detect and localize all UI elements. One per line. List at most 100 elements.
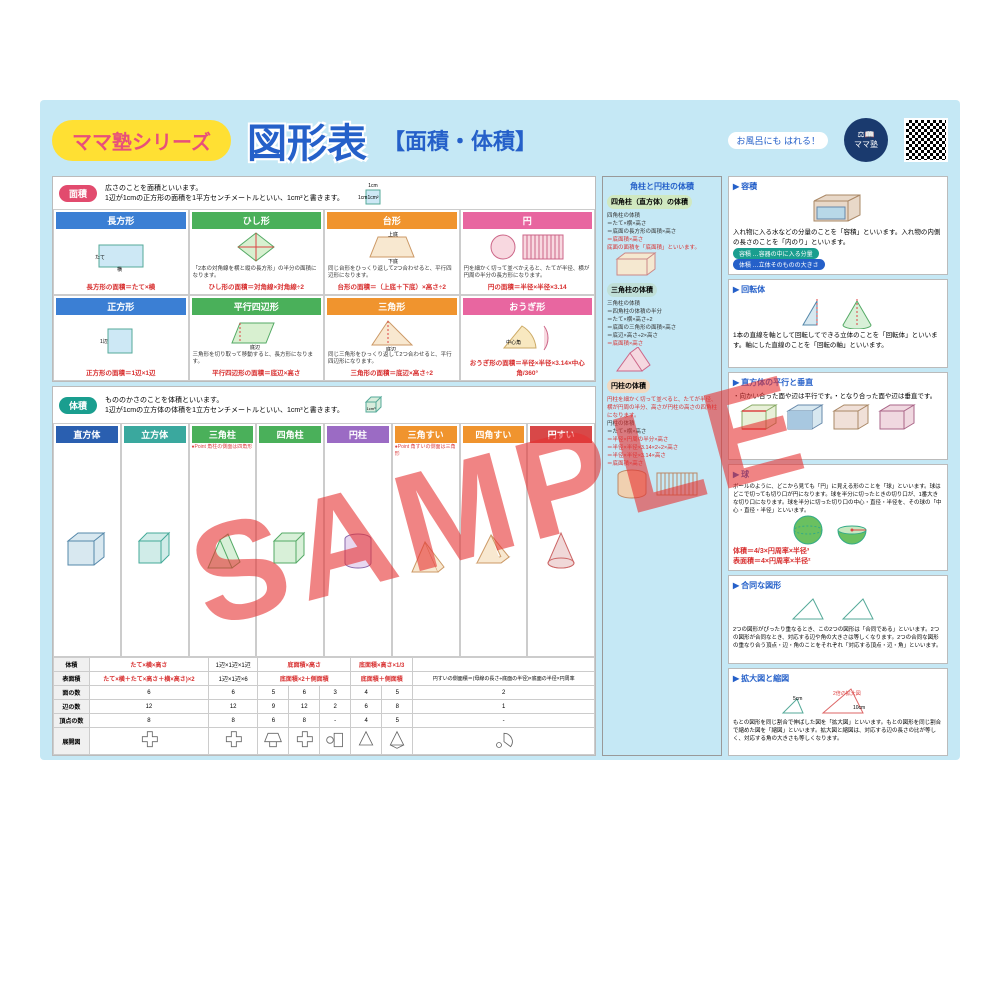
poster: ママ塾シリーズ 図形表 【面積・体積】 お風呂にも はれる！ ⚖📖ママ塾 面積 … (40, 100, 960, 760)
kakudai-text: もとの図形を同じ割合で伸ばした図を「拡大図」といいます。もとの図形を同じ割合で縮… (733, 718, 943, 742)
kaiten-h: 回転体 (733, 284, 943, 295)
solid-figure (463, 443, 525, 654)
rotation-icon (793, 297, 883, 329)
prism-h: 四角柱（直方体）の体積 (607, 195, 692, 209)
main-column: 面積 広さのことを面積といいます。 1辺が1cmの正方形の面積を1平方センチメー… (52, 176, 596, 756)
solid-figure (56, 443, 118, 654)
net-icon (356, 730, 376, 750)
shape-figure (463, 229, 593, 265)
shape-formula: 正方形の面積＝1辺×1辺 (56, 366, 186, 378)
shape-name: おうぎ形 (463, 298, 593, 315)
solid-figure (395, 457, 457, 654)
header: ママ塾シリーズ 図形表 【面積・体積】 お風呂にも はれる！ ⚖📖ママ塾 (52, 112, 948, 168)
body: 面積 広さのことを面積といいます。 1辺が1cmの正方形の面積を1平方センチメー… (52, 176, 948, 756)
svg-text:1辺: 1辺 (100, 338, 108, 345)
volume-section: 体積 もののかさのことを体積といいます。 1辺が1cmの立方体の体積を1立方セン… (52, 386, 596, 756)
cyl-text: 円柱を細かく切って並べると、たてが半径、横が円周の半分、高さが円柱の高さの四角柱… (607, 395, 717, 467)
area-cell: 正方形 1辺 正方形の面積＝1辺×1辺 (53, 295, 189, 381)
yoseki-b2: 体積 …立体そのものの大きさ (733, 259, 825, 270)
net-icon (325, 730, 345, 750)
area-cell: 平行四辺形 底辺 三角形を切り取って移動すると、長方形になります。 平行四辺形の… (189, 295, 325, 381)
svg-text:下底: 下底 (388, 258, 398, 265)
area-cell: 三角形 底辺 同じ三角形をひっくり返して2つ合わせると、平行四辺形になります。 … (324, 295, 460, 381)
heiko-h: 直方体の平行と垂直 (733, 377, 943, 388)
volume-cell: 円柱 (324, 423, 392, 657)
heiko-section: 直方体の平行と垂直 ・向かい合った面や辺は平行です。・となり合った面や辺は垂直で… (728, 372, 948, 461)
svg-text:10cm: 10cm (853, 705, 865, 711)
solid-name: 三角柱 (192, 426, 254, 443)
volume-cell: 円すい (527, 423, 595, 657)
net-icon (387, 730, 407, 750)
bath-badge: お風呂にも はれる！ (728, 132, 828, 149)
area-grid: 長方形 たて横 長方形の面積＝たて×横ひし形 「2本の対角線を横と縦の長方形」の… (53, 209, 595, 381)
kaiten-text: 1本の直線を軸として回転してできる立体のことを「回転体」といいます。軸にした直線… (733, 329, 943, 349)
net-icon (294, 730, 314, 750)
solid-name: 四角柱 (259, 426, 321, 443)
heiko-text: ・向かい合った面や辺は平行です。・となり合った面や辺は垂直です。 (733, 390, 943, 400)
solid-name: 四角すい (463, 426, 525, 443)
solid-figure (327, 443, 389, 654)
svg-text:たて: たて (95, 255, 105, 261)
area-intro: 面積 広さのことを面積といいます。 1辺が1cmの正方形の面積を1平方センチメー… (53, 177, 595, 209)
tri-h: 三角柱の体積 (607, 283, 657, 297)
shape-name: ひし形 (192, 212, 322, 229)
godo-h: 合同な図形 (733, 580, 943, 591)
shape-desc: 同じ三角形をひっくり返して2つ合わせると、平行四辺形になります。 (327, 351, 457, 366)
shape-desc: 同じ台形をひっくり返して2つ合わせると、平行四辺形になります。 (327, 265, 457, 280)
kyu-h: 球 (733, 469, 943, 480)
shape-formula: 台形の面積＝（上底＋下底）×高さ÷2 (327, 280, 457, 292)
net-icon (494, 730, 514, 750)
side-column: 容積 入れ物に入る水などの分量のことを「容積」といいます。入れ物の内側の長さのこ… (728, 176, 948, 756)
shape-figure: 1辺 (56, 315, 186, 366)
shape-figure: 底辺 (192, 315, 322, 351)
shape-formula: おうぎ形の面積＝半径×半径×3.14×中心角/360° (463, 356, 593, 378)
logo-badge: ⚖📖ママ塾 (844, 118, 888, 162)
volume-table: 体積たて×横×高さ1辺×1辺×1辺底面積×高さ底面積×高さ×1/3表面積たて×横… (53, 657, 595, 755)
series-badge: ママ塾シリーズ (52, 120, 231, 161)
area-cell: おうぎ形 中心角 おうぎ形の面積＝半径×半径×3.14×中心角/360° (460, 295, 596, 381)
table-rowhead: 頂点の数 (54, 714, 90, 728)
shape-formula: ひし形の面積＝対角線×対角線÷2 (192, 280, 322, 292)
extra-title: 角柱と円柱の体積 (607, 181, 717, 192)
cyl-fig (607, 467, 707, 501)
volume-grid: 直方体 立方体 三角柱●Point 角柱の側面は四角形 四角柱 円柱 三角すい●… (53, 423, 595, 657)
solid-name: 立方体 (124, 426, 186, 443)
cuboid-icons (738, 401, 938, 439)
shape-name: 台形 (327, 212, 457, 229)
volume-cell: 四角すい (460, 423, 528, 657)
table-rowhead: 体積 (54, 658, 90, 672)
table-rowhead: 展開図 (54, 728, 90, 755)
solid-name: 直方体 (56, 426, 118, 443)
net-icon (139, 730, 159, 750)
net-icon (223, 730, 243, 750)
volume-label: 体積 (59, 397, 97, 414)
volume-cell: 直方体 (53, 423, 121, 657)
shape-formula: 三角形の面積＝底辺×高さ÷2 (327, 366, 457, 378)
shape-desc: 「2本の対角線を横と縦の長方形」の半分の面積になります。 (192, 265, 322, 280)
yoseki-h: 容積 (733, 181, 943, 192)
prism-volume-box: 角柱と円柱の体積 四角柱（直方体）の体積 四角柱の体積＝たて×横×高さ＝底面の長… (602, 176, 722, 756)
unit-square-icon: 1cm²1cm1cm (352, 180, 392, 206)
container-icon (808, 193, 868, 227)
kyu-text: ボールのように、どこから見ても「円」に見える形のことを「球」といいます。球はどこ… (733, 482, 943, 514)
volume-intro-text: もののかさのことを体積といいます。 1辺が1cmの立方体の体積を1立方センチメー… (105, 395, 344, 415)
solid-figure (530, 443, 592, 654)
svg-text:1cm: 1cm (358, 195, 367, 201)
kyu-f2: 表面積＝4×円周率×半径² (733, 556, 943, 566)
volume-cell: 四角柱 (256, 423, 324, 657)
shape-formula: 長方形の面積＝たて×横 (56, 280, 186, 292)
shape-formula: 平行四辺形の面積＝底辺×高さ (192, 366, 322, 378)
tri-text: 三角柱の体積＝四角柱の体積の半分＝たて×横×高さ÷2＝底面の三角形の面積×高さ＝… (607, 299, 717, 347)
yoseki-text: 入れ物に入る水などの分量のことを「容積」といいます。入れ物の内側の長さのことを「… (733, 226, 943, 246)
sphere-icon (788, 512, 888, 548)
godo-text: 2つの図形がぴったり重なるとき、この2つの図形は「合同である」といいます。2つの… (733, 625, 943, 649)
area-label: 面積 (59, 185, 97, 202)
svg-text:中心角: 中心角 (506, 339, 521, 346)
area-section: 面積 広さのことを面積といいます。 1辺が1cmの正方形の面積を1平方センチメー… (52, 176, 596, 382)
area-cell: ひし形 「2本の対角線を横と縦の長方形」の半分の面積になります。 ひし形の面積＝… (189, 209, 325, 295)
yoseki-b1: 容積 …容器の中に入る分量 (733, 248, 819, 259)
volume-intro: 体積 もののかさのことを体積といいます。 1辺が1cmの立方体の体積を1立方セン… (53, 387, 595, 423)
tri-fig (607, 347, 707, 377)
yoseki-section: 容積 入れ物に入る水などの分量のことを「容積」といいます。入れ物の内側の長さのこ… (728, 176, 948, 275)
table-rowhead: 表面積 (54, 672, 90, 686)
